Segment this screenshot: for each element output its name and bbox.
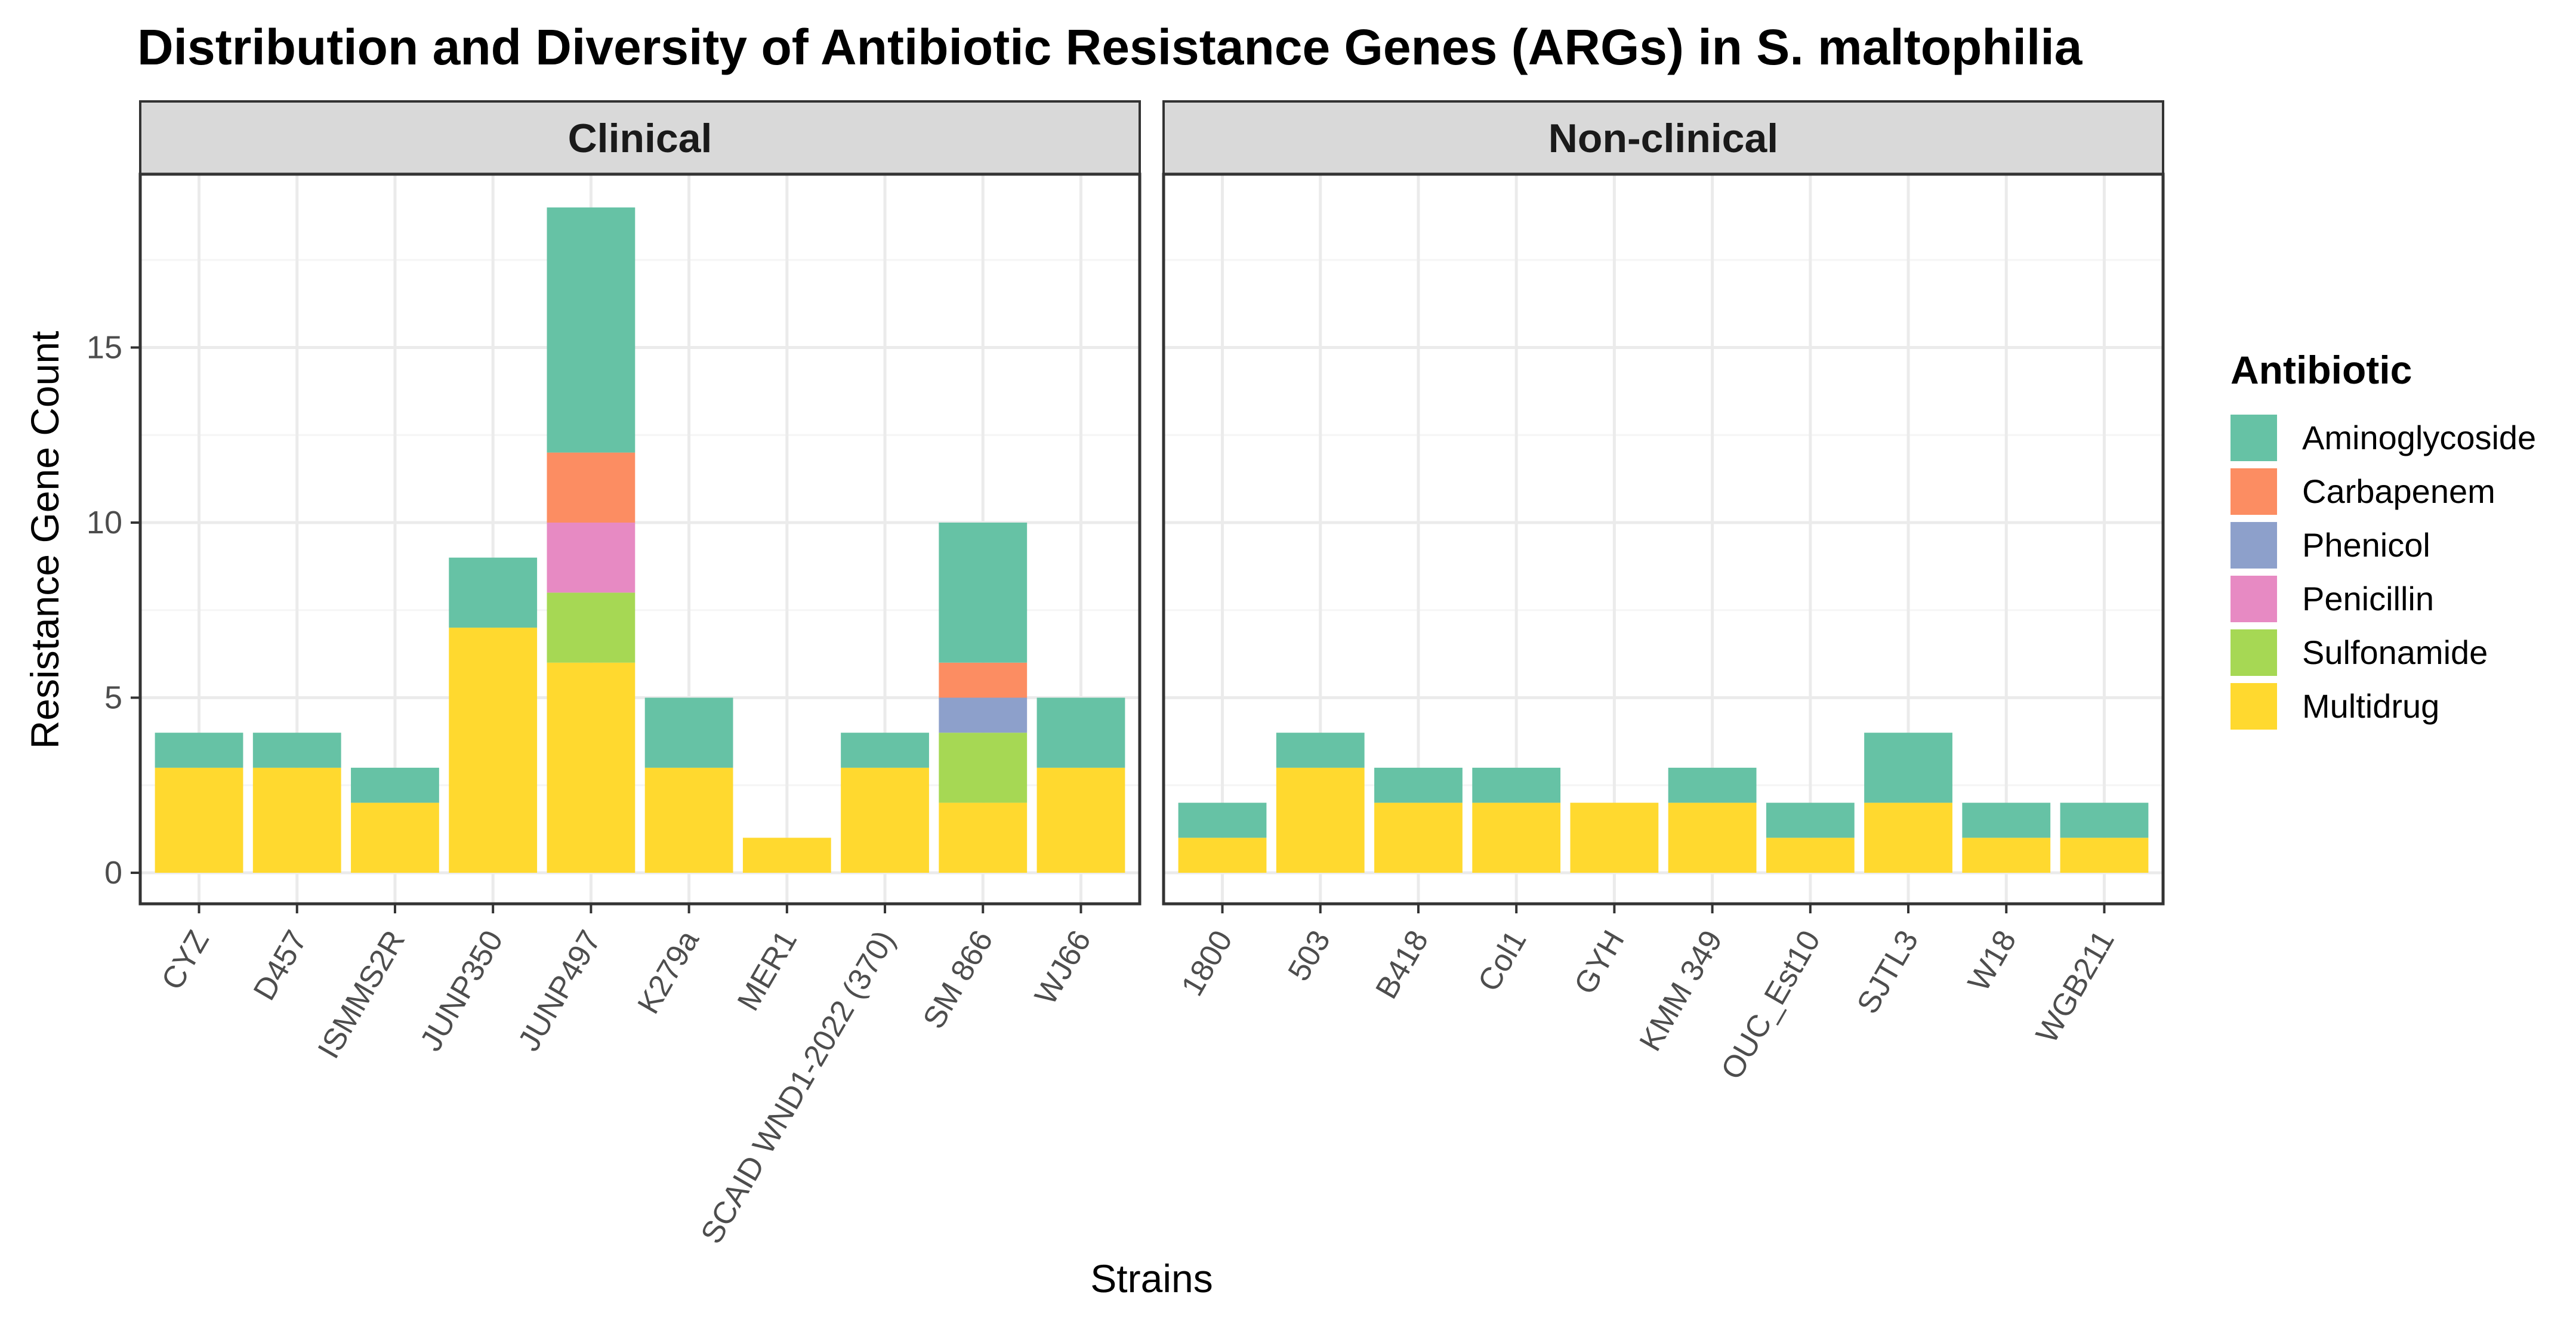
bar-clinical-d457-multidrug (252, 767, 341, 873)
bar-clinical-d457-aminoglycoside (252, 733, 341, 768)
bar-non-clinical-sjtl3-multidrug (1864, 802, 1952, 873)
bar-clinical-junp350-multidrug (449, 628, 538, 873)
bar-non-clinical-503-multidrug (1276, 767, 1365, 873)
legend-title: Antibiotic (2231, 348, 2412, 392)
legend-label-aminoglycoside: Aminoglycoside (2302, 419, 2536, 456)
bar-clinical-junp497-multidrug (547, 662, 635, 873)
legend-label-phenicol: Phenicol (2302, 526, 2430, 564)
panel-border (138, 172, 1142, 906)
legend-swatch-carbapenem (2231, 468, 2277, 515)
bar-clinical-ismms2r-multidrug (351, 802, 439, 873)
y-axis-label: Resistance Gene Count (23, 331, 67, 749)
bar-clinical-junp497-carbapenem (547, 452, 635, 523)
x-axis-label: Strains (1090, 1256, 1213, 1301)
bar-non-clinical-ouc-est10-aminoglycoside (1766, 802, 1855, 838)
bar-non-clinical-1800-aminoglycoside (1178, 802, 1267, 838)
facet-label-non-clinical: Non-clinical (1548, 116, 1778, 161)
bar-non-clinical-col1-multidrug (1472, 802, 1561, 873)
bar-clinical-k279a-multidrug (644, 767, 733, 873)
legend-swatch-phenicol (2231, 522, 2277, 569)
y-tick-label: 5 (104, 680, 122, 716)
bar-non-clinical-1800-multidrug (1178, 838, 1267, 873)
bar-clinical-cyz-multidrug (155, 767, 243, 873)
bar-clinical-junp497-aminoglycoside (547, 207, 635, 453)
bar-clinical-scaid-wnd1-2022-370-multidrug (841, 767, 929, 873)
y-tick-label: 15 (87, 330, 122, 366)
legend-swatch-sulfonamide (2231, 629, 2277, 676)
bar-non-clinical-kmm-349-multidrug (1668, 802, 1757, 873)
bar-clinical-k279a-aminoglycoside (644, 697, 733, 768)
bar-non-clinical-b418-aminoglycoside (1374, 767, 1463, 803)
bar-clinical-sm-866-aminoglycoside (939, 523, 1028, 663)
facet-strip (1162, 100, 2164, 175)
bar-non-clinical-col1-aminoglycoside (1472, 767, 1561, 803)
bar-clinical-junp497-penicillin (547, 523, 635, 593)
legend-swatch-multidrug (2231, 683, 2277, 730)
bar-clinical-wj66-multidrug (1036, 767, 1125, 873)
bar-non-clinical-wgb211-multidrug (2060, 838, 2149, 873)
bar-non-clinical-sjtl3-aminoglycoside (1864, 733, 1952, 803)
legend-label-penicillin: Penicillin (2302, 580, 2434, 617)
legend-label-sulfonamide: Sulfonamide (2302, 634, 2488, 671)
bar-clinical-sm-866-sulfonamide (939, 733, 1028, 803)
legend-label-multidrug: Multidrug (2302, 687, 2439, 725)
bars (155, 207, 1125, 873)
bars (1178, 733, 2149, 873)
bar-clinical-cyz-aminoglycoside (155, 733, 243, 768)
chart-title: Distribution and Diversity of Antibiotic… (137, 19, 2083, 75)
bar-non-clinical-ouc-est10-multidrug (1766, 838, 1855, 873)
bar-clinical-wj66-aminoglycoside (1036, 697, 1125, 768)
y-tick-label: 10 (87, 505, 122, 540)
bar-non-clinical-wgb211-aminoglycoside (2060, 802, 2149, 838)
bar-clinical-scaid-wnd1-2022-370-aminoglycoside (841, 733, 929, 768)
bar-non-clinical-w18-aminoglycoside (1962, 802, 2051, 838)
bar-clinical-junp350-aminoglycoside (449, 557, 538, 628)
bar-non-clinical-kmm-349-aminoglycoside (1668, 767, 1757, 803)
bar-non-clinical-w18-multidrug (1962, 838, 2051, 873)
facet-label-clinical: Clinical (568, 116, 712, 161)
legend: Antibiotic Aminoglycoside Carbapenem Pheni… (2231, 348, 2536, 730)
bar-clinical-sm-866-carbapenem (939, 662, 1028, 698)
bar-clinical-mer1-multidrug (742, 838, 831, 873)
panel-border (1162, 172, 2165, 906)
facet-strip (139, 100, 1141, 175)
bar-clinical-junp497-sulfonamide (547, 592, 635, 663)
legend-swatch-penicillin (2231, 576, 2277, 622)
bar-non-clinical-503-aminoglycoside (1276, 733, 1365, 768)
bar-non-clinical-b418-multidrug (1374, 802, 1463, 873)
bar-clinical-ismms2r-aminoglycoside (351, 767, 439, 803)
y-tick-labels: 0 5 10 15 (87, 330, 140, 891)
legend-label-carbapenem: Carbapenem (2302, 472, 2495, 510)
bar-non-clinical-gyh-multidrug (1570, 802, 1659, 873)
bar-clinical-sm-866-multidrug (939, 802, 1028, 873)
legend-swatch-aminoglycoside (2231, 415, 2277, 461)
y-tick-label: 0 (104, 855, 122, 891)
bar-clinical-sm-866-phenicol (939, 697, 1028, 733)
